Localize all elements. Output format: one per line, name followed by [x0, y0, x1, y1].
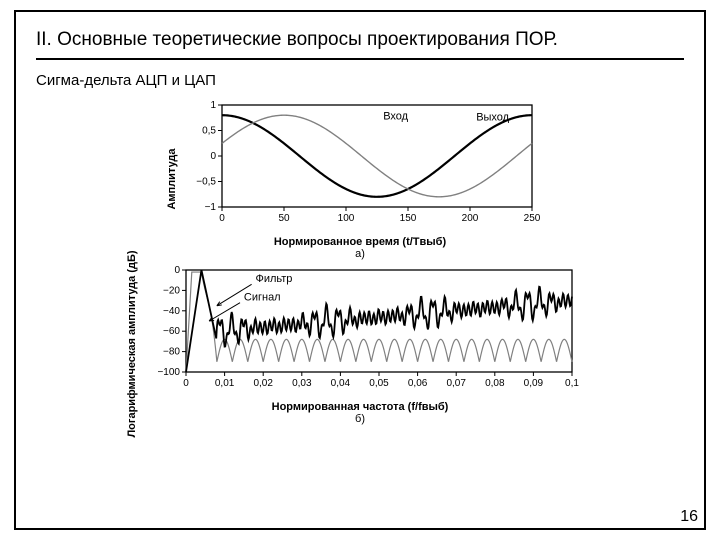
- svg-text:−1: −1: [205, 202, 217, 213]
- chart-a-wrap: Амплитуда 050100150200250−1−0,500,51Вход…: [180, 99, 540, 260]
- svg-text:−100: −100: [157, 367, 180, 378]
- chart-b-svg: 0 0,01 0,02 0,03 0,04 0,05 0,06 0,07 0,08 0,09 0,1…: [140, 264, 580, 394]
- svg-text:Сигнал: Сигнал: [244, 291, 281, 303]
- svg-text:0,5: 0,5: [202, 125, 216, 136]
- svg-text:0,06: 0,06: [408, 378, 428, 389]
- svg-text:0: 0: [210, 151, 216, 162]
- slide-frame: II. Основные теоретические вопросы проек…: [14, 10, 706, 530]
- svg-text:50: 50: [278, 213, 290, 224]
- svg-text:0,05: 0,05: [369, 378, 389, 389]
- chart-a-xlabel: Нормированное время (t/Tвыб): [180, 236, 540, 248]
- svg-text:Вход: Вход: [383, 110, 408, 122]
- svg-text:−40: −40: [163, 306, 180, 317]
- svg-text:Выход: Выход: [476, 111, 509, 123]
- svg-text:−60: −60: [163, 326, 180, 337]
- svg-text:0: 0: [219, 213, 225, 224]
- svg-text:0: 0: [183, 378, 189, 389]
- svg-text:0,02: 0,02: [253, 378, 273, 389]
- svg-text:−0,5: −0,5: [196, 176, 216, 187]
- svg-text:250: 250: [524, 213, 540, 224]
- svg-text:−20: −20: [163, 285, 180, 296]
- svg-text:150: 150: [400, 213, 417, 224]
- charts-container: Амплитуда 0 50 100 150 200 250 −1 −0,5 0 0,5 1 Вход…: [36, 99, 684, 425]
- svg-text:0,1: 0,1: [565, 378, 579, 389]
- chart-b-caption: б): [140, 413, 580, 425]
- svg-text:0,08: 0,08: [485, 378, 505, 389]
- svg-text:0,03: 0,03: [292, 378, 312, 389]
- svg-text:Фильтр: Фильтр: [255, 273, 292, 285]
- chart-a-caption: а): [180, 248, 540, 260]
- svg-text:0,04: 0,04: [331, 378, 351, 389]
- chart-a-ylabel: Амплитуда: [166, 149, 178, 210]
- svg-text:200: 200: [462, 213, 479, 224]
- chart-b-xlabel: Нормированная частота (f/fвыб): [140, 401, 580, 413]
- svg-text:0: 0: [174, 265, 180, 276]
- svg-text:0,09: 0,09: [524, 378, 544, 389]
- chart-b-wrap: Логарифмическая амплитуда (дБ) 00,010,02…: [140, 264, 580, 425]
- svg-text:−80: −80: [163, 346, 180, 357]
- svg-text:0,01: 0,01: [215, 378, 235, 389]
- chart-b-ylabel: Логарифмическая амплитуда (дБ): [126, 251, 138, 438]
- chart-a-svg: 0 50 100 150 200 250 −1 −0,5 0 0,5 1 Вход Выход: [180, 99, 540, 229]
- svg-text:1: 1: [210, 100, 216, 111]
- slide-subtitle: Сигма-дельта АЦП и ЦАП: [36, 72, 684, 89]
- page-number: 16: [680, 508, 698, 526]
- slide-title: II. Основные теоретические вопросы проек…: [36, 28, 684, 60]
- svg-text:100: 100: [338, 213, 355, 224]
- svg-text:0,07: 0,07: [446, 378, 466, 389]
